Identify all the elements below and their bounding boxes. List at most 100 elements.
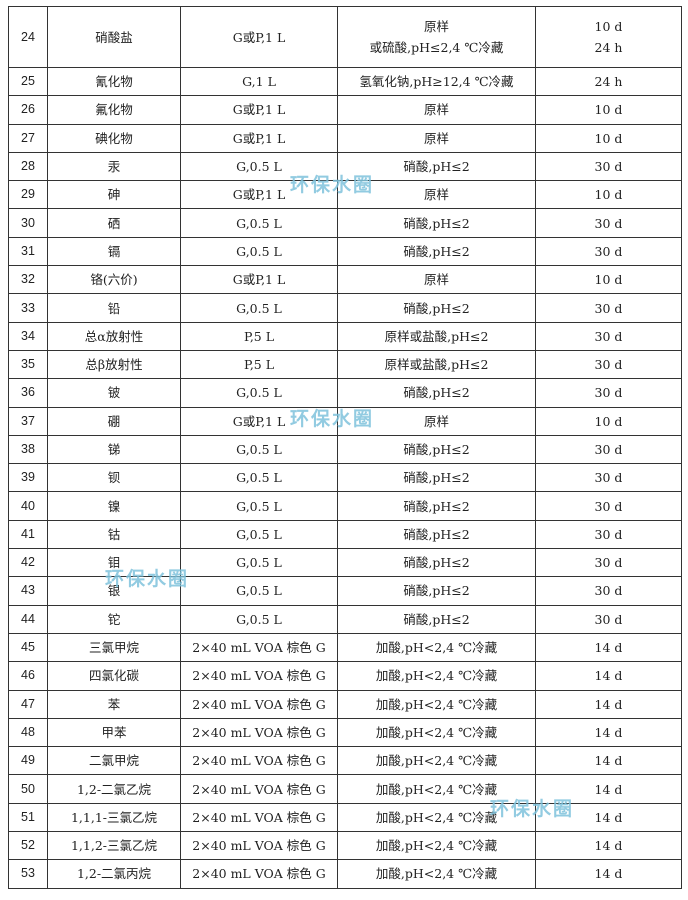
period-line: 30 d xyxy=(594,611,623,627)
preservation-method: 加酸,pH<2,4 ℃冷藏 xyxy=(337,746,536,776)
preservation-line: 硝酸,pH≤2 xyxy=(403,300,470,316)
row-number: 37 xyxy=(8,406,48,436)
period-line: 30 d xyxy=(594,243,623,259)
row-number: 42 xyxy=(8,548,48,578)
period-line: 10 d xyxy=(594,130,623,146)
period-line: 10 d xyxy=(594,19,623,34)
preservation-line: 原样 xyxy=(423,272,449,288)
period-line: 30 d xyxy=(594,498,623,514)
table-row: 28 汞 G,0.5 L 硝酸,pH≤2 30 d xyxy=(8,151,682,182)
container-volume: 2×40 mL VOA 棕色 G xyxy=(180,689,338,719)
item-name: 镍 xyxy=(47,491,181,521)
container-volume: 2×40 mL VOA 棕色 G xyxy=(180,859,338,889)
storage-period: 30 d xyxy=(535,604,682,634)
period-line: 14 d xyxy=(594,696,623,712)
table-row: 26 氟化物 G或P,1 L 原样 10 d xyxy=(8,95,682,125)
item-name: 氰化物 xyxy=(47,66,181,97)
item-name: 总β放射性 xyxy=(47,349,181,380)
storage-period: 14 d xyxy=(535,774,682,804)
item-name: 汞 xyxy=(47,151,181,182)
table-row: 51 1,1,1-三氯乙烷 2×40 mL VOA 棕色 G 加酸,pH<2,4 ℃冷… xyxy=(8,802,682,833)
table-row: 27 碘化物 G或P,1 L 原样 10 d xyxy=(8,123,682,153)
preservation-method: 氢氧化钠,pH≥12,4 ℃冷藏 xyxy=(337,66,536,97)
preservation-method: 硝酸,pH≤2 xyxy=(337,434,536,465)
preservation-line: 硝酸,pH≤2 xyxy=(403,385,470,401)
container-volume: G,0.5 L xyxy=(180,293,338,323)
table-row: 34 总α放射性 P,5 L 原样或盐酸,pH≤2 30 d xyxy=(8,321,682,351)
item-name: 钴 xyxy=(47,519,181,550)
preservation-line: 加酸,pH<2,4 ℃冷藏 xyxy=(375,838,498,854)
item-name: 二氯甲烷 xyxy=(47,746,181,776)
storage-period: 30 d xyxy=(535,236,682,267)
preservation-line: 加酸,pH<2,4 ℃冷藏 xyxy=(375,781,498,797)
preservation-method: 原样 xyxy=(337,406,536,436)
row-number: 50 xyxy=(8,774,48,804)
table-row: 46 四氯化碳 2×40 mL VOA 棕色 G 加酸,pH<2,4 ℃冷藏 14 d xyxy=(8,661,682,691)
container-volume: G,0.5 L xyxy=(180,491,338,521)
period-line: 10 d xyxy=(594,187,623,203)
preservation-line: 原样或盐酸,pH≤2 xyxy=(384,328,489,344)
table-row: 35 总β放射性 P,5 L 原样或盐酸,pH≤2 30 d xyxy=(8,349,682,380)
period-line: 30 d xyxy=(594,215,623,231)
period-line: 30 d xyxy=(594,526,623,542)
storage-period: 14 d xyxy=(535,831,682,861)
storage-period: 10 d xyxy=(535,95,682,125)
preservation-method: 原样 xyxy=(337,95,536,125)
row-number: 46 xyxy=(8,661,48,691)
preservation-method: 硝酸,pH≤2 xyxy=(337,151,536,182)
container-volume: G,0.5 L xyxy=(180,463,338,493)
table-row: 38 锑 G,0.5 L 硝酸,pH≤2 30 d xyxy=(8,434,682,465)
container-volume: G或P,1 L xyxy=(180,265,338,295)
preservation-line: 氢氧化钠,pH≥12,4 ℃冷藏 xyxy=(359,74,514,90)
storage-period: 30 d xyxy=(535,293,682,323)
row-number: 34 xyxy=(8,321,48,351)
preservation-line: 原样 xyxy=(423,19,449,34)
period-line: 30 d xyxy=(594,470,623,486)
row-number: 43 xyxy=(8,576,48,606)
storage-period: 30 d xyxy=(535,151,682,182)
container-volume: 2×40 mL VOA 棕色 G xyxy=(180,802,338,833)
row-number: 33 xyxy=(8,293,48,323)
storage-period: 30 d xyxy=(535,208,682,238)
period-line: 30 d xyxy=(594,385,623,401)
period-line: 30 d xyxy=(594,357,623,373)
table-row: 41 钴 G,0.5 L 硝酸,pH≤2 30 d xyxy=(8,519,682,550)
item-name: 硒 xyxy=(47,208,181,238)
item-name: 总α放射性 xyxy=(47,321,181,351)
table-row: 44 铊 G,0.5 L 硝酸,pH≤2 30 d xyxy=(8,604,682,634)
preservation-method: 硝酸,pH≤2 xyxy=(337,491,536,521)
row-number: 38 xyxy=(8,434,48,465)
preservation-line: 加酸,pH<2,4 ℃冷藏 xyxy=(375,640,498,656)
preservation-line: 硝酸,pH≤2 xyxy=(403,498,470,514)
storage-period: 10 d xyxy=(535,406,682,436)
table-row: 48 甲苯 2×40 mL VOA 棕色 G 加酸,pH<2,4 ℃冷藏 14 d xyxy=(8,717,682,748)
preservation-line: 或硫酸,pH≤2,4 ℃冷藏 xyxy=(369,40,504,55)
period-line: 24 h xyxy=(594,40,623,55)
item-name: 甲苯 xyxy=(47,717,181,748)
sample-preservation-table: 24 硝酸盐 G或P,1 L 原样 或硫酸,pH≤2,4 ℃冷藏 10 d 24 h 25 氰化… xyxy=(8,6,682,889)
preservation-method: 加酸,pH<2,4 ℃冷藏 xyxy=(337,661,536,691)
preservation-method: 原样或盐酸,pH≤2 xyxy=(337,349,536,380)
table-row: 50 1,2-二氯乙烷 2×40 mL VOA 棕色 G 加酸,pH<2,4 ℃冷藏 1… xyxy=(8,774,682,804)
preservation-method: 加酸,pH<2,4 ℃冷藏 xyxy=(337,859,536,889)
container-volume: G或P,1 L xyxy=(180,6,338,68)
container-volume: G或P,1 L xyxy=(180,95,338,125)
period-line: 10 d xyxy=(594,413,623,429)
item-name: 钼 xyxy=(47,548,181,578)
period-line: 14 d xyxy=(594,809,623,825)
preservation-line: 原样 xyxy=(423,187,449,203)
item-name: 1,2-二氯丙烷 xyxy=(47,859,181,889)
period-line: 14 d xyxy=(594,668,623,684)
preservation-method: 硝酸,pH≤2 xyxy=(337,576,536,606)
container-volume: G,0.5 L xyxy=(180,378,338,408)
storage-period: 30 d xyxy=(535,434,682,465)
row-number: 39 xyxy=(8,463,48,493)
period-line: 14 d xyxy=(594,866,623,882)
table-row: 29 砷 G或P,1 L 原样 10 d xyxy=(8,180,682,210)
row-number: 28 xyxy=(8,151,48,182)
storage-period: 14 d xyxy=(535,689,682,719)
container-volume: G,0.5 L xyxy=(180,519,338,550)
period-line: 30 d xyxy=(594,328,623,344)
preservation-line: 硝酸,pH≤2 xyxy=(403,442,470,457)
preservation-method: 加酸,pH<2,4 ℃冷藏 xyxy=(337,802,536,833)
